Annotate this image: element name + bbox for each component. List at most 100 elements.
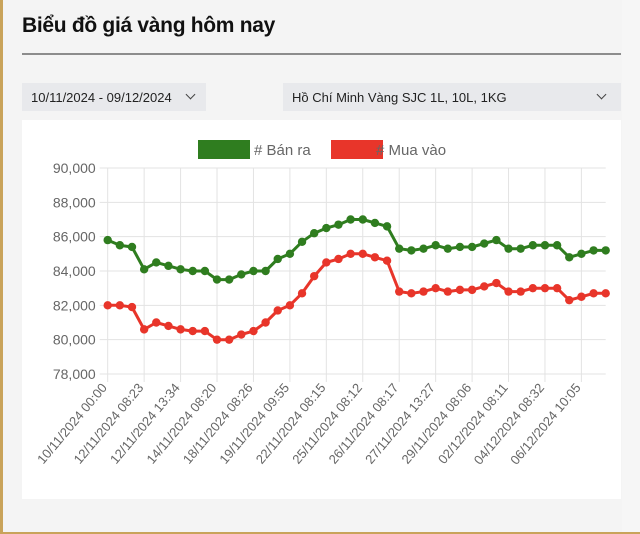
- data-point[interactable]: [176, 265, 185, 274]
- data-point[interactable]: [164, 321, 173, 331]
- data-point[interactable]: [139, 325, 149, 334]
- data-point[interactable]: [382, 256, 392, 265]
- data-point[interactable]: [358, 249, 367, 259]
- data-point[interactable]: [212, 275, 222, 284]
- data-point[interactable]: [188, 326, 197, 336]
- data-point[interactable]: [322, 258, 331, 267]
- data-point[interactable]: [249, 266, 258, 276]
- data-point[interactable]: [431, 283, 440, 293]
- data-point[interactable]: [285, 249, 295, 259]
- data-point[interactable]: [346, 215, 355, 224]
- data-point[interactable]: [407, 246, 416, 255]
- data-point[interactable]: [261, 318, 270, 327]
- data-point[interactable]: [565, 295, 574, 305]
- data-point[interactable]: [467, 242, 477, 252]
- data-point[interactable]: [528, 241, 538, 250]
- data-point[interactable]: [516, 244, 525, 253]
- chart-grid: [99, 167, 606, 382]
- data-point[interactable]: [419, 287, 428, 296]
- legend-item-buy[interactable]: # Mua vào: [331, 140, 446, 159]
- data-point[interactable]: [395, 244, 404, 253]
- title-divider: [22, 53, 621, 55]
- data-point[interactable]: [504, 287, 513, 296]
- data-point[interactable]: [516, 287, 525, 296]
- data-point[interactable]: [322, 223, 331, 233]
- data-point[interactable]: [552, 241, 562, 250]
- data-point[interactable]: [358, 215, 367, 224]
- data-point[interactable]: [249, 326, 258, 336]
- data-point[interactable]: [370, 218, 380, 228]
- data-point[interactable]: [382, 222, 392, 231]
- data-point[interactable]: [565, 253, 574, 262]
- data-point[interactable]: [455, 242, 465, 252]
- data-point[interactable]: [285, 301, 295, 310]
- data-point[interactable]: [528, 283, 538, 293]
- data-point[interactable]: [540, 241, 550, 250]
- data-point[interactable]: [212, 335, 222, 344]
- data-point[interactable]: [601, 289, 610, 298]
- data-point[interactable]: [200, 326, 210, 336]
- gold-price-line-chart: # Bán ra # Mua vào 78,000 80,000 82,000 84,0…: [34, 140, 610, 467]
- data-point[interactable]: [273, 254, 282, 264]
- data-point[interactable]: [224, 275, 234, 284]
- data-point[interactable]: [589, 246, 598, 255]
- data-point[interactable]: [297, 237, 307, 247]
- data-point[interactable]: [577, 292, 586, 301]
- data-point[interactable]: [297, 289, 307, 298]
- data-point[interactable]: [346, 249, 355, 259]
- data-point[interactable]: [164, 261, 173, 271]
- data-point[interactable]: [480, 239, 489, 248]
- data-point[interactable]: [115, 241, 125, 250]
- page-title: Biểu đồ giá vàng hôm nay: [22, 14, 276, 37]
- data-point[interactable]: [540, 283, 550, 293]
- legend-swatch: [198, 140, 250, 159]
- data-point[interactable]: [261, 266, 270, 276]
- data-point[interactable]: [504, 244, 513, 253]
- data-point[interactable]: [443, 287, 452, 296]
- location-product-select[interactable]: Hồ Chí Minh Vàng SJC 1L, 10L, 1KG: [283, 83, 621, 111]
- legend-item-sell[interactable]: # Bán ra: [198, 140, 311, 159]
- data-point[interactable]: [577, 249, 586, 259]
- data-point[interactable]: [224, 335, 234, 344]
- chevron-down-icon: [185, 89, 196, 100]
- data-point[interactable]: [309, 271, 319, 281]
- data-point[interactable]: [552, 283, 562, 293]
- y-tick-label: 88,000: [53, 194, 96, 210]
- data-point[interactable]: [334, 254, 343, 264]
- data-point[interactable]: [492, 278, 501, 288]
- chevron-down-icon: [596, 89, 607, 100]
- data-point[interactable]: [589, 289, 598, 298]
- data-point[interactable]: [152, 318, 161, 327]
- frame-bottom-border: [0, 532, 640, 534]
- legend-label: # Bán ra: [254, 142, 311, 159]
- data-point[interactable]: [273, 306, 282, 315]
- data-point[interactable]: [443, 244, 452, 253]
- data-point[interactable]: [127, 302, 137, 312]
- data-point[interactable]: [237, 330, 246, 339]
- data-point[interactable]: [480, 282, 489, 291]
- data-point[interactable]: [370, 253, 380, 262]
- data-point[interactable]: [431, 241, 440, 250]
- data-point[interactable]: [188, 266, 197, 276]
- price-chart-panel: # Bán ra # Mua vào 78,000 80,000 82,000 84,0…: [22, 120, 621, 499]
- data-point[interactable]: [127, 242, 137, 252]
- y-tick-label: 80,000: [53, 332, 96, 348]
- data-point[interactable]: [237, 270, 246, 279]
- data-point[interactable]: [309, 229, 319, 238]
- data-point[interactable]: [455, 285, 465, 295]
- data-point[interactable]: [601, 246, 610, 255]
- data-point[interactable]: [200, 266, 210, 276]
- data-point[interactable]: [115, 301, 125, 310]
- data-point[interactable]: [103, 235, 112, 245]
- data-point[interactable]: [334, 220, 343, 229]
- data-point[interactable]: [407, 289, 416, 298]
- date-range-select[interactable]: 10/11/2024 - 09/12/2024: [22, 83, 206, 111]
- data-point[interactable]: [103, 301, 112, 310]
- data-point[interactable]: [492, 235, 501, 245]
- data-point[interactable]: [467, 285, 477, 295]
- data-point[interactable]: [139, 265, 149, 274]
- data-point[interactable]: [176, 325, 185, 334]
- data-point[interactable]: [152, 258, 161, 267]
- data-point[interactable]: [395, 287, 404, 296]
- data-point[interactable]: [419, 244, 428, 253]
